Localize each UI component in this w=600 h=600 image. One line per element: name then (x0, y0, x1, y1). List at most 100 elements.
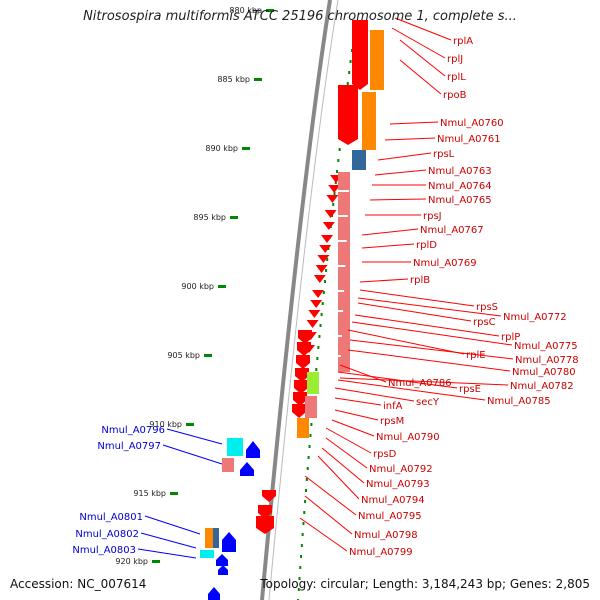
topology-text: Topology: circular; Length: 3,184,243 bp… (260, 577, 590, 591)
leader-line (389, 121, 439, 125)
scale-dot (304, 500, 307, 503)
gene-separator (335, 215, 348, 217)
scale-dot (333, 192, 336, 195)
gene-label: Nmul_A0796 (101, 425, 165, 436)
gene-label: Nmul_A0803 (72, 545, 136, 556)
leader-line (166, 428, 223, 445)
label-leader-lines (137, 17, 514, 559)
scale-dot (321, 302, 324, 305)
gene-label: rplL (447, 72, 466, 83)
scale-dot (302, 522, 305, 525)
scale-label: 880 kbp (229, 6, 262, 15)
scale-dot (305, 478, 308, 481)
gene-chevron (322, 222, 335, 230)
gene-label: Nmul_A0798 (354, 530, 418, 541)
gene-label: Nmul_A0760 (440, 118, 504, 129)
gene-arrow-left (246, 441, 260, 458)
gene-label: rpsE (459, 384, 481, 395)
scale-dot (322, 291, 325, 294)
gene-arrow (294, 380, 308, 394)
scale-dot (337, 159, 340, 162)
leader-line (361, 243, 415, 249)
leader-line (349, 339, 514, 360)
gene-label: rpsC (473, 317, 496, 328)
gene-separator (333, 265, 346, 267)
scale-label: 915 kbp (133, 489, 166, 498)
gene-chevron (326, 195, 339, 203)
leader-line (337, 379, 486, 401)
leader-line (334, 387, 415, 402)
gene-label: Nmul_A0775 (514, 341, 578, 352)
scale-dot (323, 280, 326, 283)
scale-dot (300, 544, 303, 547)
leader-line (317, 455, 360, 500)
leader-line (359, 289, 475, 307)
gene-chevron (313, 275, 326, 283)
gene-arrow (256, 516, 274, 534)
gene-chevron (319, 245, 332, 253)
gene-label: rpsS (476, 302, 498, 313)
gene-chevron (324, 210, 337, 218)
gene-arrow-left (222, 532, 236, 552)
leader-line (394, 17, 452, 41)
leader-line (304, 475, 357, 516)
gene-box (338, 172, 350, 372)
scale-ticks: 880 kbp 885 kbp 890 kbp 895 kbp 900 kbp 905 k… (115, 6, 274, 566)
gene-label: rpsL (433, 149, 455, 160)
backbone-line (260, 0, 332, 600)
gene-box (227, 438, 243, 456)
gene-box (205, 528, 215, 548)
gene-arrow-left (240, 462, 254, 476)
scale-dot (306, 467, 309, 470)
scale-dot (338, 148, 341, 151)
gene-label: Nmul_A0790 (376, 432, 440, 443)
gene-arrow (262, 490, 276, 502)
gene-label: Nmul_A0795 (358, 511, 422, 522)
scale-tick (230, 216, 238, 219)
scale-tick (254, 78, 262, 81)
gene-box (307, 372, 319, 394)
leader-line (144, 515, 201, 535)
scale-dot (316, 357, 319, 360)
gene-label: Nmul_A0785 (487, 396, 551, 407)
gene-label: Nmul_A0763 (428, 166, 492, 177)
leader-line (325, 437, 368, 469)
map-title: Nitrosospira multiformis ATCC 25196 chro… (83, 9, 517, 24)
gene-arrow (338, 85, 358, 145)
gene-arrow (295, 368, 309, 382)
gene-chevron (321, 235, 333, 243)
gene-label: Nmul_A0769 (413, 258, 477, 269)
gene-label: Nmul_A0780 (512, 367, 576, 378)
scale-dot (303, 511, 306, 514)
gene-separator (337, 190, 350, 192)
gene-box (222, 458, 234, 472)
scale-label: 895 kbp (193, 213, 226, 222)
scale-dot (304, 489, 307, 492)
gene-separator (331, 310, 344, 312)
scale-dot (346, 82, 349, 85)
leader-line (347, 329, 465, 355)
gene-box (305, 396, 317, 418)
gene-box (213, 528, 219, 548)
scale-tick (218, 285, 226, 288)
scale-dot (298, 577, 301, 580)
leader-line (334, 397, 382, 406)
gene-label: rplD (416, 240, 437, 251)
scale-dot (318, 335, 321, 338)
gene-label: Nmul_A0793 (366, 479, 430, 490)
gene-box (362, 92, 376, 150)
leader-line (321, 447, 365, 484)
gene-chevron (328, 185, 341, 193)
scale-tick (152, 560, 160, 563)
gene-label: rpsM (380, 416, 404, 427)
leader-line (384, 137, 436, 141)
scale-label: 885 kbp (217, 75, 250, 84)
gene-label: Nmul_A0792 (369, 464, 433, 475)
scale-dot (317, 346, 320, 349)
gene-chevron (306, 320, 319, 328)
gene-label: infA (383, 401, 403, 412)
scale-dot (325, 269, 328, 272)
gene-label: rplJ (447, 54, 463, 65)
leader-line (339, 377, 509, 386)
leader-line (140, 532, 197, 549)
